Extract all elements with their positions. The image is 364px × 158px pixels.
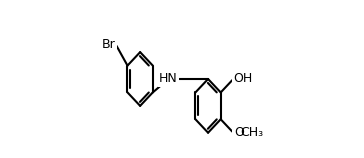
Text: Br: Br bbox=[102, 38, 116, 51]
Text: O: O bbox=[234, 126, 244, 139]
Text: HN: HN bbox=[159, 73, 178, 85]
Text: CH₃: CH₃ bbox=[241, 126, 264, 139]
Text: O: O bbox=[233, 126, 243, 139]
Text: OH: OH bbox=[233, 73, 253, 85]
